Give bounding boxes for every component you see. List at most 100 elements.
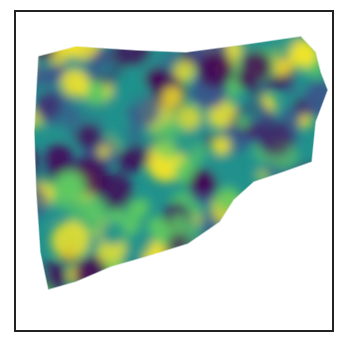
field-blob: [96, 59, 121, 84]
field-blob: [226, 213, 244, 231]
field-blob: [304, 259, 328, 282]
field-blob: [107, 123, 132, 148]
plot-frame: [14, 10, 334, 332]
field-blob: [50, 36, 84, 58]
field-blob: [301, 275, 328, 290]
field-blob: [257, 207, 278, 228]
field-blob: [272, 213, 288, 229]
field-blob: [282, 245, 308, 270]
field-blob: [211, 136, 231, 156]
field-blob: [60, 69, 89, 97]
region-outline: [33, 35, 329, 291]
field-blob: [292, 70, 312, 91]
field-blob: [34, 36, 61, 59]
field-blob: [303, 227, 328, 262]
field-blob: [202, 36, 229, 47]
field-blob: [93, 274, 132, 290]
field-blob: [34, 282, 57, 290]
field-blob: [137, 197, 151, 211]
field-blob: [34, 272, 44, 287]
field-blob: [286, 234, 317, 264]
field-blob: [254, 237, 268, 252]
field-blob: [145, 67, 170, 92]
field-blob: [271, 264, 302, 290]
field-blob: [123, 262, 150, 289]
field-blob: [80, 286, 98, 290]
field-blob: [302, 229, 328, 263]
field-blob: [147, 216, 168, 237]
field-blob: [209, 259, 248, 290]
field-blob: [184, 275, 219, 290]
field-blob: [168, 232, 191, 255]
field-blob: [228, 210, 251, 233]
field-blob: [173, 278, 205, 290]
field-blob: [278, 218, 306, 246]
field-blob: [197, 51, 234, 88]
field-blob: [203, 234, 242, 273]
field-blob: [287, 226, 326, 265]
field-blob: [75, 123, 102, 149]
field-blob: [213, 170, 227, 183]
field-blob: [51, 221, 90, 261]
field-blob: [111, 69, 151, 108]
field-blob: [35, 87, 75, 127]
field-blob: [304, 201, 328, 227]
field-blob: [274, 198, 295, 218]
field-blob: [288, 190, 313, 215]
field-blob: [258, 121, 293, 156]
field-blob: [124, 230, 153, 258]
field-blob: [277, 258, 311, 290]
field-blob: [162, 243, 195, 276]
field-blob: [144, 261, 159, 276]
field-blob: [276, 199, 310, 234]
field-blob: [49, 172, 88, 212]
field-blob: [260, 266, 285, 290]
field-blob: [124, 143, 151, 170]
field-blob: [206, 277, 236, 290]
field-blob: [34, 277, 50, 290]
field-blob: [173, 60, 195, 81]
field-blob: [34, 66, 43, 93]
field-blob: [302, 80, 328, 117]
field-blob: [172, 246, 203, 276]
field-blob: [134, 271, 166, 290]
field-blob: [253, 240, 279, 265]
field-blob: [207, 264, 239, 290]
field-blob: [73, 257, 108, 290]
field-blob: [193, 36, 224, 51]
field-blob: [299, 115, 312, 129]
field-blob: [243, 154, 262, 173]
field-blob: [281, 240, 319, 278]
field-blob: [190, 169, 216, 195]
field-blob: [34, 165, 35, 180]
field-blob: [280, 197, 302, 220]
field-blob: [310, 231, 328, 257]
field-blob: [162, 86, 184, 108]
field-blob: [44, 143, 74, 173]
field-blob: [100, 221, 126, 246]
field-blob: [204, 267, 223, 286]
field-blob: [169, 213, 190, 235]
field-blob: [34, 277, 47, 290]
field-blob: [193, 232, 213, 252]
field-blob: [113, 36, 152, 67]
field-blob: [82, 197, 107, 222]
field-blob: [176, 104, 202, 130]
field-blob: [242, 255, 265, 279]
field-blob: [164, 282, 190, 290]
field-blob: [302, 276, 328, 290]
field-blob: [297, 272, 328, 290]
heatmap-field: [33, 35, 329, 291]
field-blob: [163, 280, 182, 290]
field-blob: [71, 36, 85, 45]
field-blob: [281, 174, 313, 207]
field-blob: [305, 256, 328, 290]
field-blob: [255, 209, 270, 223]
field-blob: [118, 261, 155, 290]
field-blob: [300, 289, 314, 290]
field-blob: [209, 246, 242, 279]
field-blob: [307, 191, 328, 217]
field-blob: [194, 36, 217, 50]
field-blob: [217, 265, 237, 284]
field-blob: [100, 264, 139, 290]
